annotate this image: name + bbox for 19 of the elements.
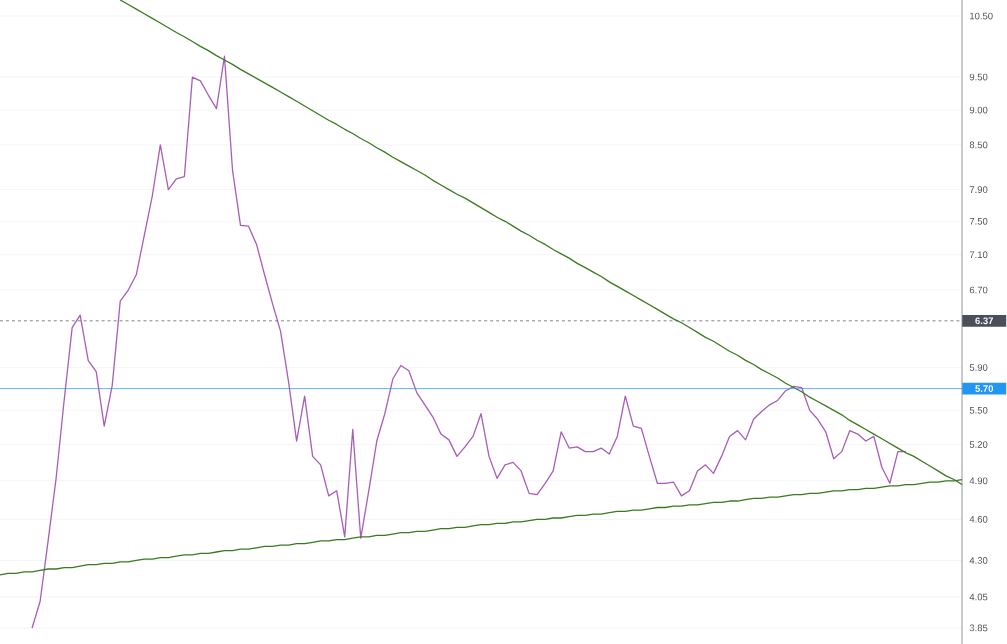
y-tick-label: 9.00 <box>969 106 988 114</box>
y-tick-label: 10.50 <box>970 12 993 20</box>
y-tick-label: 6.70 <box>969 286 988 294</box>
y-tick-label: 5.50 <box>969 407 988 414</box>
y-tick-label: 4.90 <box>969 477 988 485</box>
y-tick-label: 9.50 <box>969 73 988 81</box>
y-tick-label: 7.50 <box>969 217 988 225</box>
line-series <box>31 55 907 629</box>
y-tick-label: 4.60 <box>969 515 988 523</box>
y-tick-label: 7.10 <box>969 251 988 259</box>
y-tick-label: 5.20 <box>969 441 988 448</box>
y-tick-label: 4.30 <box>969 557 988 564</box>
y-tick-label: 5.90 <box>969 364 988 371</box>
y-tick-label: 7.90 <box>969 186 988 193</box>
y-tick-label: 4.05 <box>969 593 988 601</box>
ref-line-label: 5.70 <box>975 385 994 392</box>
y-tick-label: 3.85 <box>969 624 988 632</box>
ref-line-label: 6.37 <box>975 317 993 325</box>
y-tick-label: 8.50 <box>969 141 988 149</box>
